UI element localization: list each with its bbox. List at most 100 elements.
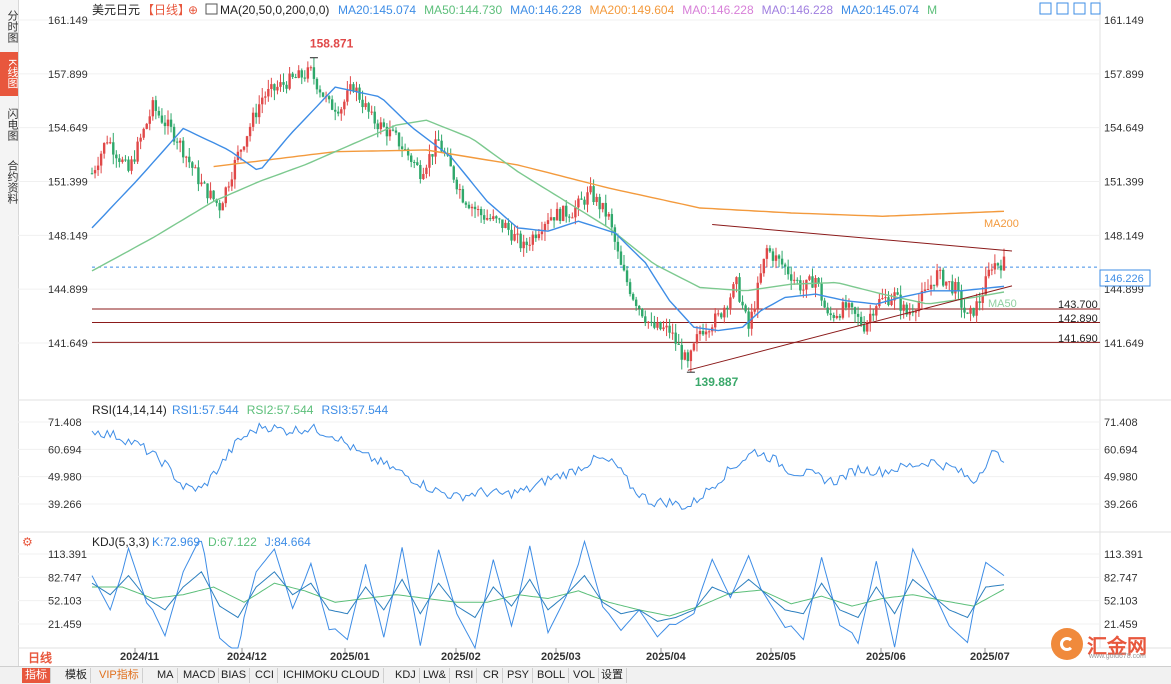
tick-label-right: 151.399 — [1104, 177, 1144, 189]
candle-body — [902, 304, 905, 311]
indicator-tab-15[interactable]: 设置 — [598, 668, 627, 683]
zoom-in-icon[interactable] — [1039, 2, 1052, 15]
indicator-tab-14[interactable]: VOL — [570, 668, 600, 683]
candle-body — [543, 223, 547, 232]
candle-body — [583, 199, 586, 205]
level-label-3: 141.690 — [1058, 333, 1098, 345]
indicator-tab-0[interactable]: 指标 — [22, 668, 51, 683]
horizontal-levels — [92, 266, 1100, 343]
candle-body — [391, 129, 395, 131]
date-label: 2024/12 — [227, 651, 267, 663]
candle-body — [221, 203, 224, 211]
candle-body — [698, 330, 702, 335]
tab-timeshare[interactable]: 分时图 — [6, 9, 18, 43]
candle-body — [796, 279, 799, 281]
candle-body — [932, 284, 936, 286]
candle-body — [516, 233, 519, 235]
candle-body — [258, 104, 261, 118]
candle-body — [534, 234, 538, 239]
kdj-k-series — [91, 571, 1005, 622]
kdj-settings-icon[interactable]: ⚙ — [22, 535, 33, 549]
candle-body — [951, 281, 954, 294]
tab-kline[interactable]: K线图 — [0, 52, 18, 96]
expand-icon[interactable] — [1073, 2, 1086, 15]
candle-body — [519, 233, 522, 249]
tick-label-left: 154.649 — [48, 123, 88, 135]
candle-body — [577, 198, 580, 208]
tick-label-right: 157.899 — [1104, 69, 1144, 81]
indicator-tab-5[interactable]: BIAS — [218, 668, 251, 683]
indicator-tab-4[interactable]: MACD — [180, 668, 220, 683]
candle-body — [157, 110, 161, 116]
candle-body — [486, 218, 489, 220]
collapse-icon[interactable] — [1090, 2, 1101, 15]
tick-label-left: 60.694 — [48, 444, 82, 456]
candle-body — [513, 233, 516, 241]
candle-body — [707, 331, 711, 333]
indicator-tab-3[interactable]: MA — [154, 668, 178, 683]
tab-flash[interactable]: 闪电图 — [6, 107, 18, 141]
candle-body — [261, 97, 264, 105]
candle-body — [251, 112, 255, 127]
candle-body — [695, 334, 699, 344]
indicator-tab-6[interactable]: CCI — [252, 668, 278, 683]
zoom-out-icon[interactable] — [1056, 2, 1069, 15]
kdj-d-series — [92, 582, 1005, 617]
ma200-line-label: MA200 — [984, 218, 1019, 230]
indicator-tab-13[interactable]: BOLL — [534, 668, 570, 683]
candle-body — [318, 89, 322, 93]
ma50-line-label: MA50 — [988, 298, 1017, 310]
candle-body — [495, 216, 498, 219]
tab-contract-info[interactable]: 合约资料 — [6, 160, 18, 204]
candle-body — [972, 307, 975, 316]
rsi-header: RSI(14,14,14) RSI1:57.544 RSI2:57.544 RSI3… — [92, 403, 388, 417]
candle-body — [400, 146, 404, 149]
candle-body — [592, 186, 595, 203]
symbol-title: 美元日元 — [92, 3, 140, 17]
candle-body — [385, 126, 389, 137]
indicator-tab-11[interactable]: CR — [480, 668, 503, 683]
kdj-header: ⚙ KDJ(5,3,3) K:72.969 D:67.122 J:84.664 — [22, 535, 311, 549]
candle-body — [297, 70, 300, 78]
tick-label-left: 49.980 — [48, 472, 82, 484]
indicator-tab-12[interactable]: PSY — [504, 668, 534, 683]
indicator-tab-7[interactable]: ICHIMOKU CLOUD — [280, 668, 384, 683]
tick-label-left: 151.399 — [48, 177, 88, 189]
indicator-tab-1[interactable]: 模板 — [62, 668, 91, 683]
candle-body — [525, 241, 528, 246]
candle-body — [756, 282, 759, 309]
indicator-value: MA0:146.228 — [510, 3, 582, 17]
candle-body — [291, 73, 294, 77]
indicator-tab-9[interactable]: LW& — [420, 668, 451, 683]
candle-body — [270, 84, 273, 89]
ma-toggle-icon[interactable] — [205, 3, 218, 15]
header: 美元日元 【日线】 ⊕ MA(20,50,0,200,0,0) MA20:145… — [92, 3, 937, 17]
indicator-tab-8[interactable]: KDJ — [392, 668, 420, 683]
kdj-lines — [91, 539, 1005, 650]
settings-icon[interactable]: ⊕ — [188, 3, 198, 17]
candle-body — [507, 222, 510, 230]
candle-body — [568, 216, 571, 218]
kdj-axis: 113.391 113.391 82.747 82.747 52.103 52.103 21… — [18, 549, 1143, 631]
candle-body — [790, 274, 793, 281]
candle-body — [172, 126, 176, 142]
candle-body — [455, 179, 458, 190]
trendline — [712, 224, 1013, 252]
candle-body — [555, 208, 559, 221]
indicator-value: MA20:145.074 — [338, 3, 416, 17]
candle-body — [233, 159, 237, 180]
candle-body — [334, 109, 337, 112]
candle-body — [330, 99, 334, 110]
candle-body — [680, 344, 683, 360]
candle-body — [142, 128, 145, 138]
candle-body — [741, 301, 744, 306]
tick-label-right: 60.694 — [1104, 444, 1138, 456]
indicator-tab-2[interactable]: VIP指标 — [96, 668, 143, 683]
candle-body — [793, 279, 796, 281]
candle-body — [376, 123, 379, 130]
day-period-tab[interactable]: 日线 — [28, 651, 53, 665]
indicator-tab-10[interactable]: RSI — [452, 668, 478, 683]
candle-body — [744, 305, 747, 312]
candle-body — [109, 142, 112, 144]
candle-body — [212, 190, 215, 200]
